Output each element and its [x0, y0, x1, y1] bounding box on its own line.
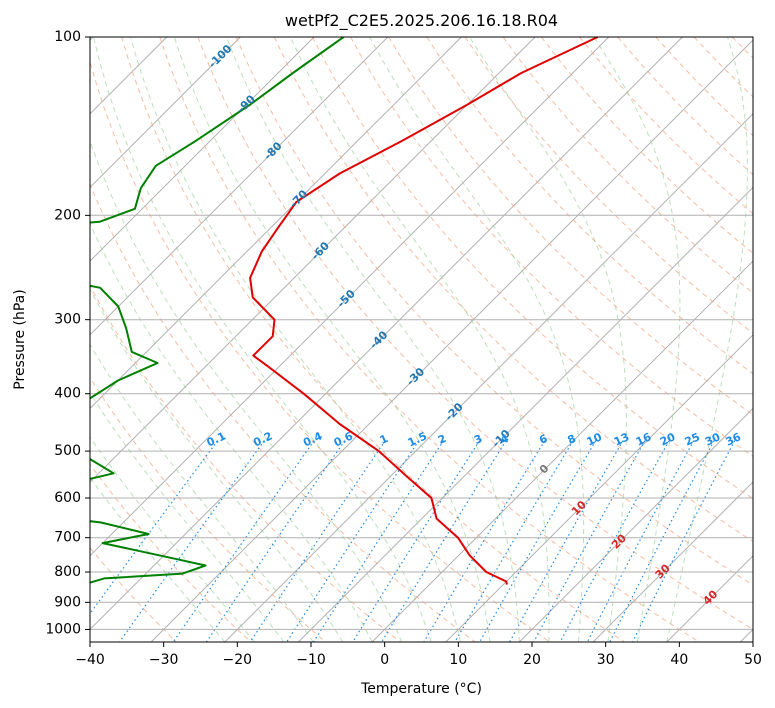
mixing-ratio-line — [172, 440, 315, 642]
y-tick-label: 100 — [54, 29, 81, 45]
x-tick-label: 50 — [744, 652, 762, 668]
moist-adiabat — [90, 139, 403, 642]
x-axis-label: Temperature (°C) — [360, 681, 482, 697]
mixing-ratio-label: 25 — [683, 430, 702, 448]
y-tick-label: 600 — [54, 490, 81, 506]
mixing-ratio-line — [90, 440, 219, 615]
x-tick-label: 30 — [597, 652, 615, 668]
isotherm-line — [90, 37, 462, 410]
y-axis: 100 200 300 400 500 600 700 800 900 1000 — [45, 29, 90, 637]
x-tick-label: −30 — [149, 652, 179, 668]
moist-adiabat — [90, 436, 255, 642]
moist-adiabat — [90, 222, 373, 642]
moist-adiabat — [226, 37, 520, 642]
dry-adiabat — [159, 37, 700, 642]
mixing-ratio-line — [586, 440, 695, 642]
mixing-ratio-line — [454, 440, 574, 642]
y-tick-label: 700 — [54, 530, 81, 546]
isotherm-line — [90, 37, 683, 631]
moist-adiabat — [593, 37, 681, 642]
dry-adiabat — [197, 37, 753, 630]
mixing-ratio-label: 30 — [703, 430, 723, 448]
isotherm-line — [224, 113, 753, 642]
isotherm-line — [298, 186, 753, 642]
y-tick-label: 300 — [54, 312, 81, 328]
y-tick-label: 200 — [54, 207, 81, 223]
isobar-grid — [90, 37, 753, 630]
y-tick-label: 800 — [54, 564, 81, 580]
isotherm-line — [90, 37, 389, 336]
mixing-ratio-line — [352, 440, 481, 642]
mixing-ratio-label: 36 — [724, 430, 744, 448]
mixing-ratio-label: 16 — [634, 430, 654, 448]
x-tick-label: −20 — [223, 652, 253, 668]
moist-adiabat — [173, 37, 491, 642]
x-axis: −40 −30 −20 −10 0 10 20 30 40 50 — [75, 642, 762, 668]
dry-adiabat — [350, 37, 753, 458]
dry-adiabat — [121, 37, 625, 642]
dry-adiabat — [235, 37, 753, 586]
y-axis-label: Pressure (hPa) — [12, 289, 28, 389]
x-tick-label: 0 — [380, 652, 389, 668]
mixing-ratio-line — [509, 440, 624, 642]
y-tick-label: 1000 — [45, 621, 81, 637]
mixing-ratio-line — [632, 440, 736, 642]
y-tick-label: 900 — [54, 594, 81, 610]
mixing-ratio-line — [286, 440, 420, 642]
dry-adiabat — [311, 37, 753, 500]
x-tick-label: 10 — [449, 652, 467, 668]
moist-adiabat — [93, 37, 432, 642]
x-tick-label: 20 — [523, 652, 541, 668]
x-tick-label: −10 — [296, 652, 326, 668]
isotherm-line — [519, 407, 753, 642]
dry-adiabat — [90, 182, 476, 642]
mixing-ratio-line — [381, 440, 507, 642]
x-tick-label: 40 — [670, 652, 688, 668]
moist-adiabat — [369, 37, 585, 642]
dry-adiabat — [90, 463, 252, 642]
mixing-ratio-line — [249, 440, 386, 642]
dry-adiabat — [388, 37, 753, 416]
mixing-ratio-label: 13 — [612, 430, 631, 448]
isotherm-line — [90, 37, 536, 483]
temperature-profile — [249, 37, 599, 585]
isotherm-line — [445, 334, 753, 642]
isotherm-line — [90, 37, 241, 189]
plot-frame — [89, 36, 754, 643]
mixing-ratio-line — [423, 440, 546, 642]
isotherm-line — [90, 37, 610, 557]
dewpoint-profile — [90, 37, 345, 584]
mixing-ratio-label: 20 — [658, 430, 678, 448]
isotherm-line — [592, 481, 753, 642]
mixing-ratio-label: 10 — [585, 430, 605, 448]
sounding-profiles — [90, 37, 599, 585]
background-lines — [90, 37, 753, 642]
x-tick-label: −40 — [75, 652, 105, 668]
mixing-ratio-line — [609, 440, 715, 642]
moist-adiabat — [130, 37, 461, 642]
moist-adiabat — [90, 476, 226, 642]
chart-title: wetPf2_C2E5.2025.206.16.18.R04 — [285, 11, 558, 31]
y-tick-label: 500 — [54, 443, 81, 459]
y-tick-label: 400 — [54, 386, 81, 402]
dry-adiabat — [90, 60, 551, 642]
moist-adiabat — [290, 37, 550, 642]
isotherm-line — [150, 39, 753, 642]
moist-adiabat — [90, 287, 344, 642]
isotherm-line — [371, 260, 753, 642]
plot-area — [90, 37, 753, 642]
moist-adiabat — [469, 37, 627, 642]
isotherm-line — [90, 37, 315, 262]
